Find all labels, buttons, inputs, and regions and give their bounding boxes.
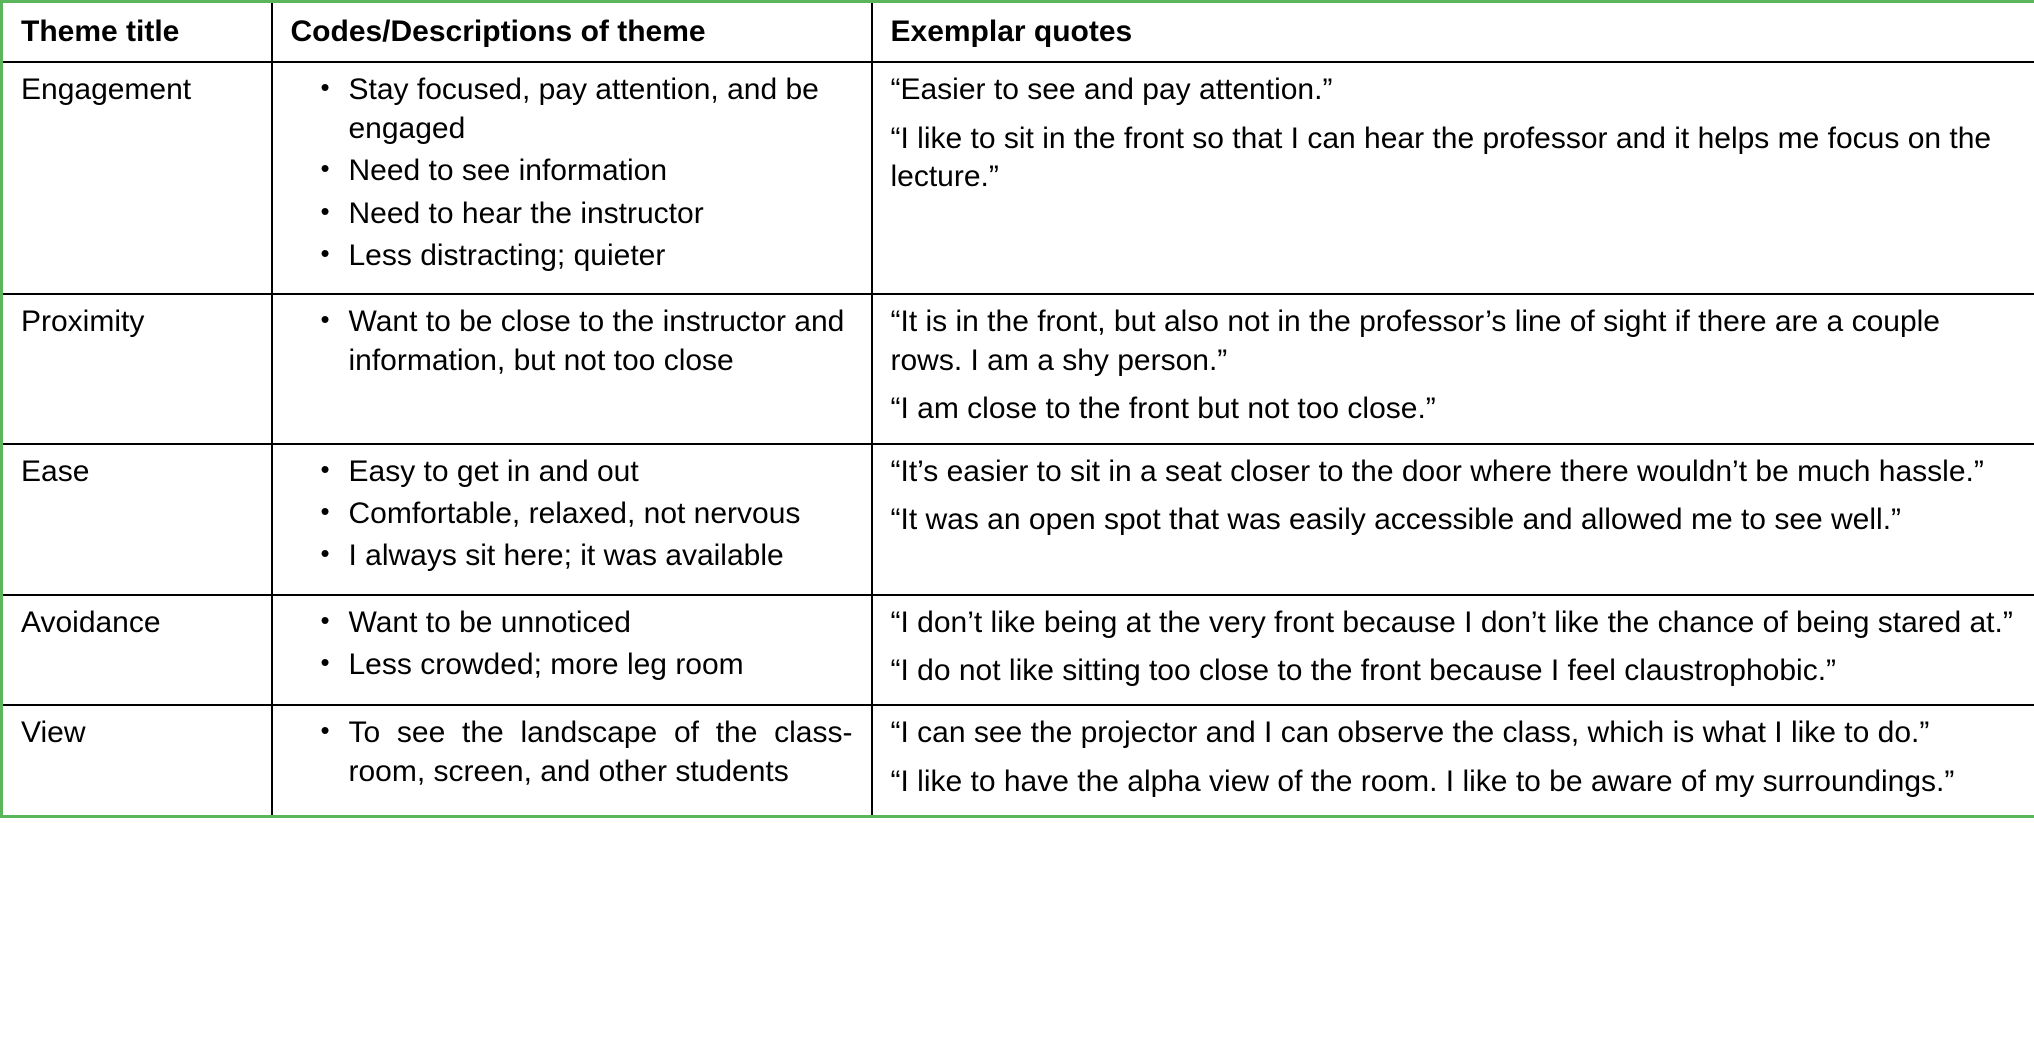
code-item: Less crowded; more leg room (325, 646, 853, 688)
quotes-wrap: “It’s easier to sit in a seat closer to … (891, 453, 2017, 540)
codes-cell: Want to be unnoticedLess crowded; more l… (272, 595, 872, 706)
code-item: Easy to get in and out (325, 453, 853, 495)
table-row: Proximity Want to be close to the instruc… (2, 294, 2034, 443)
quotes-cell: “It’s easier to sit in a seat closer to … (872, 444, 2034, 595)
quotes-wrap: “It is in the front, but also not in the… (891, 303, 2017, 428)
col-header-theme: Theme title (2, 2, 272, 63)
table-row: EaseEasy to get in and outComfortable, r… (2, 444, 2034, 595)
theme-title-cell: View (2, 705, 272, 816)
code-item: Need to hear the instructor (325, 195, 853, 237)
quotes-cell: “I can see the projector and I can obser… (872, 705, 2034, 816)
code-item: Comfortable, relaxed, not nervous (325, 495, 853, 537)
themes-table: Theme title Codes/Descriptions of theme … (0, 0, 2034, 818)
quote-text: “I don’t like being at the very front be… (891, 604, 2017, 642)
quotes-wrap: “I can see the projector and I can obser… (891, 714, 2017, 801)
col-header-quotes: Exemplar quotes (872, 2, 2034, 63)
codes-cell: Want to be close to the instructor and i… (272, 294, 872, 443)
table-body: Engagement Stay focused, pay attention, a… (2, 62, 2034, 816)
codes-list: Want to be unnoticedLess crowded; more l… (291, 604, 853, 689)
theme-title-cell: Avoidance (2, 595, 272, 706)
table-header-row: Theme title Codes/Descriptions of theme … (2, 2, 2034, 63)
theme-title-cell: Ease (2, 444, 272, 595)
quote-text: “I do not like sitting too close to the … (891, 652, 2017, 690)
quote-text: “It is in the front, but also not in the… (891, 303, 2017, 380)
code-item: Need to see information (325, 152, 853, 194)
table-row: Engagement Stay focused, pay attention, a… (2, 62, 2034, 294)
quotes-cell: “It is in the front, but also not in the… (872, 294, 2034, 443)
quotes-wrap: “Easier to see and pay attention.” “I lik… (891, 71, 2017, 196)
codes-cell: To see the landscape of the class­room, … (272, 705, 872, 816)
quotes-cell: “I don’t like being at the very front be… (872, 595, 2034, 706)
quote-text: “I can see the projector and I can obser… (891, 714, 2017, 752)
quote-text: “I like to sit in the front so that I ca… (891, 120, 2017, 197)
codes-list: Stay focused, pay attention, and be enga… (291, 71, 853, 279)
codes-cell: Stay focused, pay attention, and be enga… (272, 62, 872, 294)
codes-list: Easy to get in and outComfortable, relax… (291, 453, 853, 580)
theme-title-cell: Proximity (2, 294, 272, 443)
quotes-wrap: “I don’t like being at the very front be… (891, 604, 2017, 691)
code-item: I always sit here; it was available (325, 537, 853, 579)
code-item: Stay focused, pay attention, and be enga… (325, 71, 853, 152)
quotes-cell: “Easier to see and pay attention.” “I lik… (872, 62, 2034, 294)
quote-text: “I like to have the alpha view of the ro… (891, 763, 2017, 801)
col-header-codes: Codes/Descriptions of theme (272, 2, 872, 63)
table-row: View To see the landscape of the class­ro… (2, 705, 2034, 816)
quote-text: “It was an open spot that was easily acc… (891, 501, 2017, 539)
codes-list: Want to be close to the instructor and i… (291, 303, 853, 384)
codes-cell: Easy to get in and outComfortable, relax… (272, 444, 872, 595)
theme-title-cell: Engagement (2, 62, 272, 294)
codes-list: To see the landscape of the class­room, … (291, 714, 853, 795)
code-item: To see the landscape of the class­room, … (325, 714, 853, 795)
quote-text: “Easier to see and pay attention.” (891, 71, 2017, 109)
quote-text: “It’s easier to sit in a seat closer to … (891, 453, 2017, 491)
code-item: Less distracting; quieter (325, 237, 853, 279)
quote-text: “I am close to the front but not too clo… (891, 390, 2017, 428)
code-item: Want to be close to the instructor and i… (325, 303, 853, 384)
table-row: AvoidanceWant to be unnoticedLess crowde… (2, 595, 2034, 706)
code-item: Want to be unnoticed (325, 604, 853, 646)
